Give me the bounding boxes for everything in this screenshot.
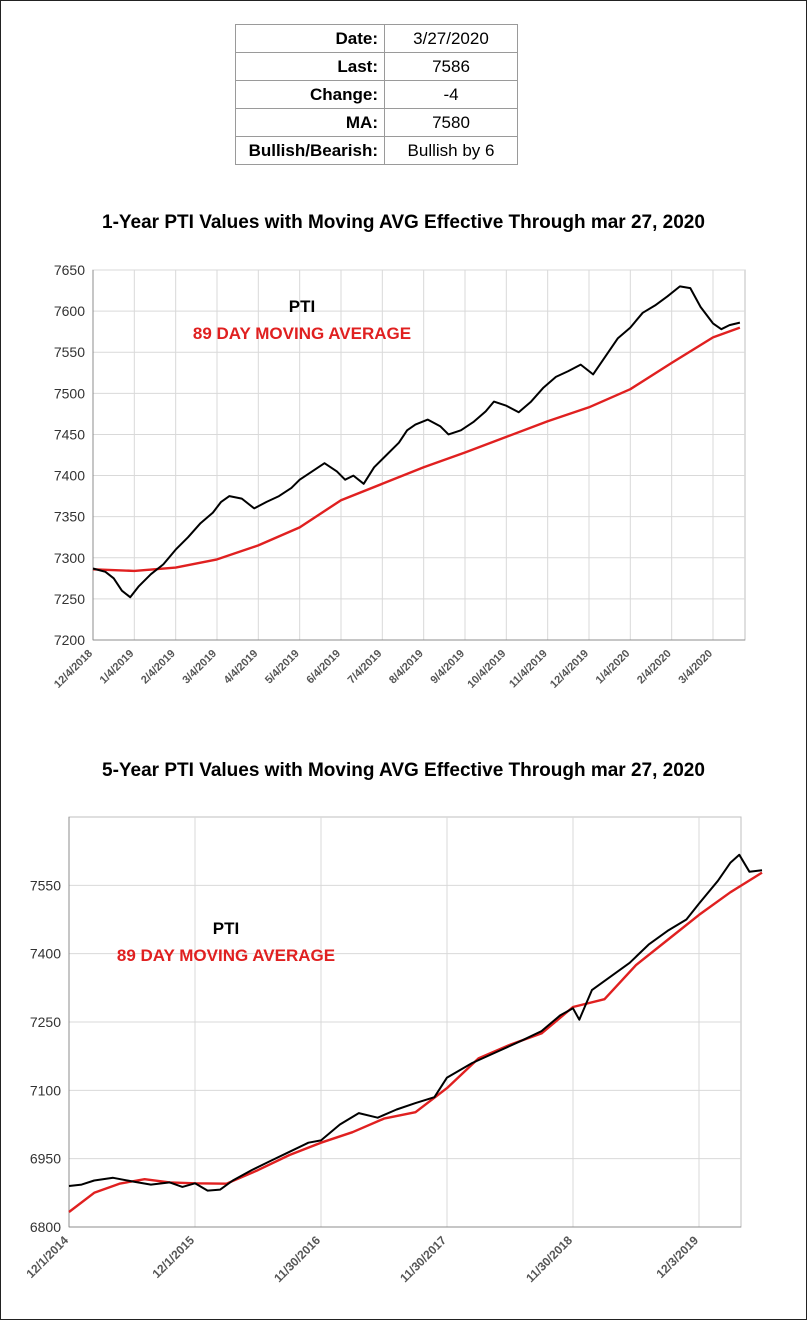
y-tick-label: 7200 xyxy=(54,632,85,648)
x-tick-label: 11/30/2017 xyxy=(397,1233,449,1285)
y-tick-label: 7400 xyxy=(54,468,85,484)
x-tick-label: 6/4/2019 xyxy=(304,648,343,687)
series-line-pti xyxy=(68,853,763,1192)
summary-row-date: Date: 3/27/2020 xyxy=(235,24,518,53)
series-line-pti xyxy=(92,285,741,599)
legend-label-moving-average: 89 DAY MOVING AVERAGE xyxy=(193,324,411,343)
x-tick-label: 11/30/2016 xyxy=(271,1233,323,1285)
summary-row-signal: Bullish/Bearish: Bullish by 6 xyxy=(235,136,518,165)
legend-label-pti: PTI xyxy=(213,919,239,938)
x-tick-label: 7/4/2019 xyxy=(346,648,385,687)
x-tick-label: 3/4/2020 xyxy=(676,648,715,687)
y-tick-label: 7650 xyxy=(54,262,85,278)
x-tick-label: 10/4/2019 xyxy=(465,648,508,691)
y-tick-label: 7300 xyxy=(54,550,85,566)
y-tick-label: 7100 xyxy=(30,1082,61,1098)
legend-label-moving-average: 89 DAY MOVING AVERAGE xyxy=(117,946,335,965)
y-tick-label: 7400 xyxy=(30,946,61,962)
x-tick-label: 12/1/2014 xyxy=(23,1233,71,1281)
summary-label: Bullish/Bearish: xyxy=(235,136,385,165)
y-tick-label: 7250 xyxy=(54,591,85,607)
summary-label: Last: xyxy=(235,52,385,81)
y-tick-label: 7600 xyxy=(54,303,85,319)
summary-value: -4 xyxy=(384,80,518,109)
chart-1-title: 1-Year PTI Values with Moving AVG Effect… xyxy=(102,212,705,233)
y-tick-label: 7500 xyxy=(54,385,85,401)
summary-value: 7586 xyxy=(384,52,518,81)
plot-area xyxy=(92,269,746,641)
y-tick-label: 7350 xyxy=(54,509,85,525)
y-tick-label: 7450 xyxy=(54,426,85,442)
x-tick-label: 8/4/2019 xyxy=(387,648,426,687)
summary-label: Date: xyxy=(235,24,385,53)
y-tick-label: 7550 xyxy=(54,344,85,360)
x-tick-label: 12/4/2018 xyxy=(52,648,95,691)
y-tick-label: 7250 xyxy=(30,1014,61,1030)
x-tick-label: 2/4/2020 xyxy=(635,648,674,687)
legend-label-pti: PTI xyxy=(289,297,315,316)
x-tick-label: 5/4/2019 xyxy=(263,648,302,687)
y-tick-label: 7550 xyxy=(30,877,61,893)
x-tick-label: 4/4/2019 xyxy=(222,648,261,687)
summary-value: 7580 xyxy=(384,108,518,137)
y-tick-label: 6950 xyxy=(30,1151,61,1167)
chart-5-year: 12/1/2014 12/1/2015 11/30/2016 11/30/2017 11… xyxy=(23,816,763,1285)
summary-row-change: Change: -4 xyxy=(235,80,518,109)
x-tick-label: 1/4/2019 xyxy=(98,648,137,687)
x-tick-label: 12/4/2019 xyxy=(548,648,591,691)
chart-2-title: 5-Year PTI Values with Moving AVG Effect… xyxy=(102,760,705,781)
y-tick-label: 6800 xyxy=(30,1219,61,1235)
summary-row-last: Last: 7586 xyxy=(235,52,518,81)
summary-value: 3/27/2020 xyxy=(384,24,518,53)
chart-1-year: 12/4/2018 1/4/2019 2/4/2019 3/4/2019 4/4/201… xyxy=(52,262,746,691)
summary-row-ma: MA: 7580 xyxy=(235,108,518,137)
x-tick-label: 2/4/2019 xyxy=(139,648,178,687)
summary-table: Date: 3/27/2020 Last: 7586 Change: -4 MA… xyxy=(235,24,518,165)
summary-label: MA: xyxy=(235,108,385,137)
x-tick-label: 12/3/2019 xyxy=(653,1233,701,1281)
x-tick-label: 1/4/2020 xyxy=(594,648,633,687)
x-tick-label: 3/4/2019 xyxy=(180,648,219,687)
x-tick-label: 9/4/2019 xyxy=(428,648,467,687)
series-line-moving-average xyxy=(92,326,741,573)
x-tick-label: 12/1/2015 xyxy=(149,1233,197,1281)
series-line-moving-average xyxy=(68,871,763,1213)
x-tick-label: 11/30/2018 xyxy=(523,1233,575,1285)
x-tick-label: 11/4/2019 xyxy=(507,648,550,691)
summary-label: Change: xyxy=(235,80,385,109)
summary-value: Bullish by 6 xyxy=(384,136,518,165)
